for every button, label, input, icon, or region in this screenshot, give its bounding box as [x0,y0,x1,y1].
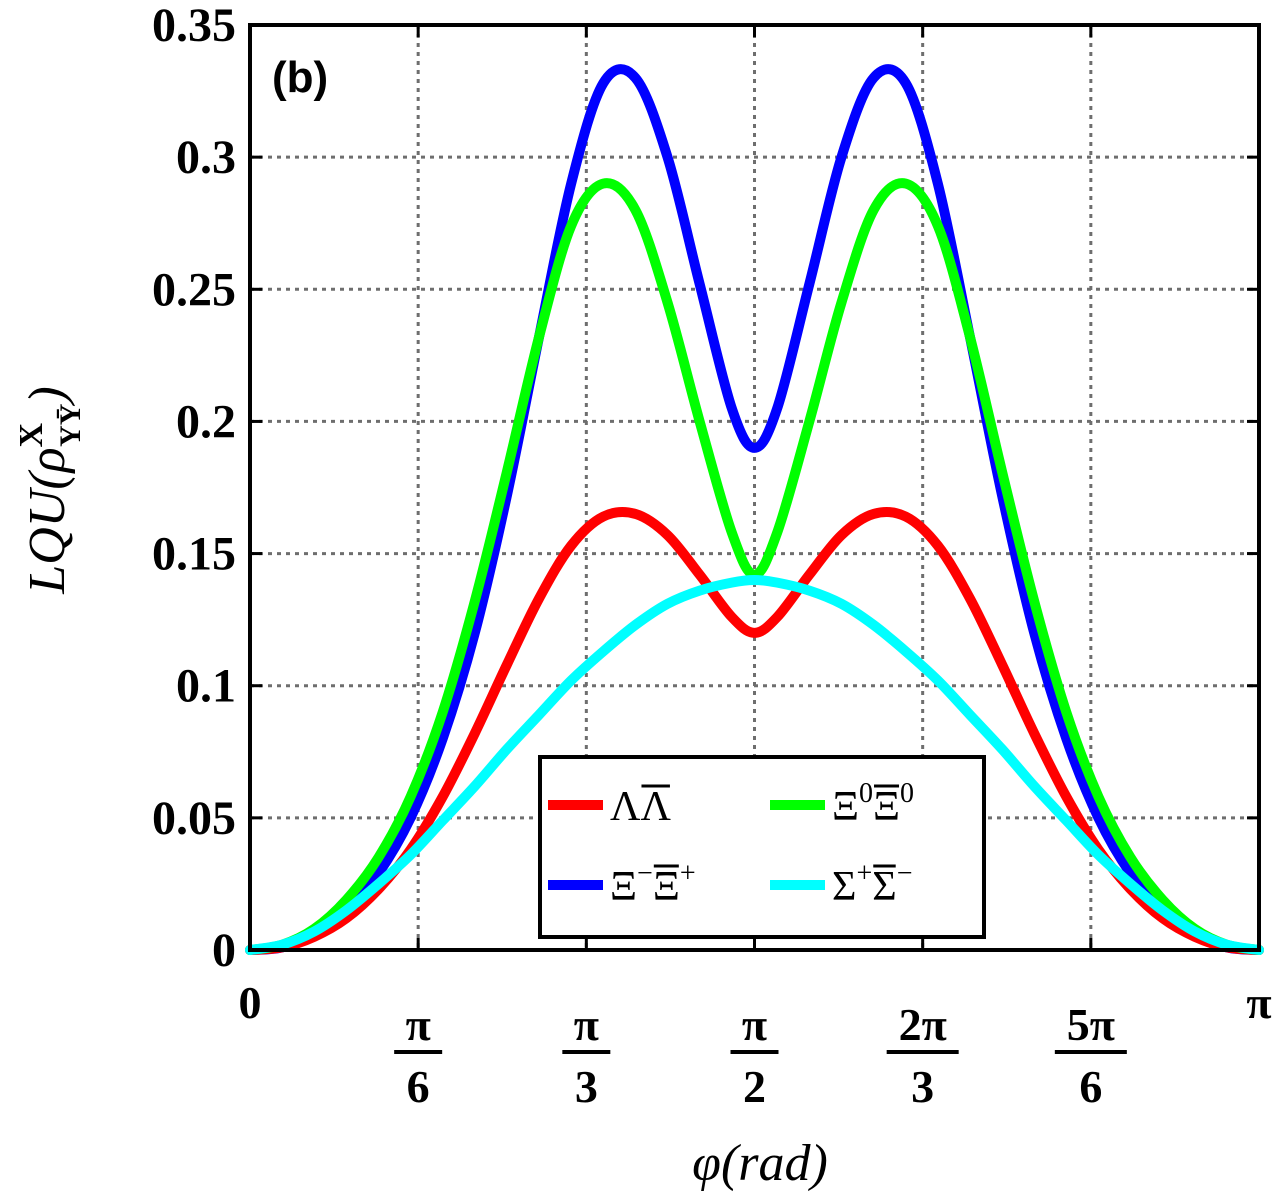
x-tick-numerator: π [406,999,431,1050]
x-tick-label: π2 [730,999,779,1112]
x-tick-value: 0 [239,977,262,1028]
x-tick-label: 0 [239,977,262,1028]
legend: ΛΛ Ξ0Ξ0 Ξ−Ξ+ Σ+Σ− [538,755,986,939]
series-line [245,507,1264,955]
y-tick-labels: 0 0.05 0.1 0.15 0.2 0.25 0.3 0.35 [152,0,236,977]
panel-label: (b) [272,53,328,102]
legend-box [538,755,986,939]
y-tick-label: 0.3 [176,131,236,184]
y-tick-label: 0 [212,924,236,977]
legend-entry: Ξ0Ξ0 [770,778,914,830]
x-tick-label: 5π6 [1054,999,1127,1112]
x-tick-denominator: 3 [575,1061,598,1112]
legend-entry: Σ+Σ− [770,858,913,910]
legend-label: Ξ0Ξ0 [832,778,914,830]
y-tick-label: 0.2 [176,395,236,448]
legend-label: ΛΛ [610,784,671,830]
y-tick-label: 0.05 [152,792,236,845]
legend-entry: Ξ−Ξ+ [548,858,696,910]
x-tick-label: π6 [394,999,443,1112]
x-tick-value: π [1246,977,1271,1028]
x-tick-numerator: π [742,999,767,1050]
y-axis-title: LQU(ρX YȲ) [13,386,87,595]
series-line [245,178,1264,955]
legend-entry: ΛΛ [548,784,671,830]
y-tick-label: 0.25 [152,263,236,316]
x-tick-denominator: 6 [407,1061,430,1112]
x-tick-label: π [1246,977,1271,1028]
x-tick-denominator: 6 [1079,1061,1102,1112]
axis-ticks [248,23,1261,952]
y-tick-label: 0.35 [152,0,236,52]
series-lines [245,64,1264,955]
series-line [245,64,1264,955]
x-tick-denominator: 2 [743,1061,766,1112]
y-tick-label: 0.15 [152,528,236,581]
x-tick-denominator: 3 [911,1061,934,1112]
x-tick-label: 2π3 [886,999,959,1112]
x-tick-numerator: 5π [1067,999,1115,1050]
y-tick-label: 0.1 [176,660,236,713]
series-line [245,575,1264,955]
grid [250,25,1259,950]
x-tick-label: π3 [562,999,611,1112]
x-tick-numerator: π [574,999,599,1050]
legend-label: Ξ−Ξ+ [610,858,696,910]
legend-label: Σ+Σ− [832,858,913,910]
x-tick-numerator: 2π [899,999,947,1050]
x-axis-title: φ(rad) [692,1135,828,1192]
